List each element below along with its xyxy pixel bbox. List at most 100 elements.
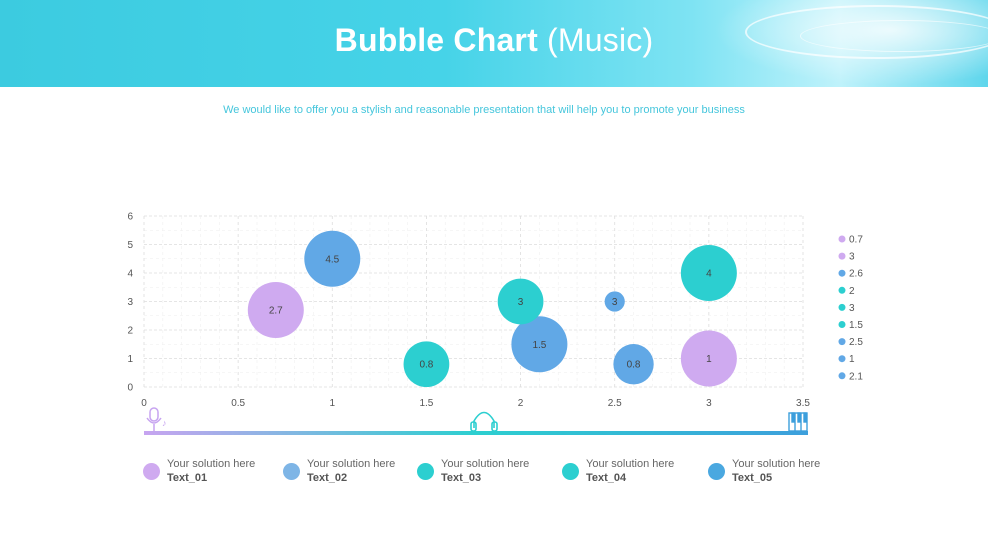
footer-item-line2: Text_02 xyxy=(307,472,348,484)
bubble: 1.5 xyxy=(511,316,568,373)
bubble-label: 0.8 xyxy=(627,360,641,371)
x-tick-label: 3.5 xyxy=(796,398,810,409)
legend-label: 2.6 xyxy=(849,269,863,280)
legend-marker xyxy=(838,252,846,260)
legend-label: 1 xyxy=(849,354,855,365)
bubble-label: 4 xyxy=(706,269,712,280)
bubble-circle xyxy=(304,230,361,287)
banner-ring xyxy=(745,5,988,59)
footer-item-line1: Your solution here xyxy=(586,458,675,470)
chart-legend: 0.7 3 2.6 2 3 1.5 2.5 1 2.1 xyxy=(838,235,863,382)
footer-dot xyxy=(417,463,434,480)
y-axis-ticks: 0 1 2 3 4 5 6 xyxy=(127,212,133,394)
legend-label: 2 xyxy=(849,286,855,297)
footer-items: Your solution here Text_01 Your solution… xyxy=(0,458,988,498)
legend-label: 2.5 xyxy=(849,337,863,348)
legend-marker xyxy=(838,321,846,328)
svg-text:♪: ♪ xyxy=(162,418,167,428)
header-banner xyxy=(0,0,988,87)
bubble-circle xyxy=(604,291,625,312)
legend-item: 1 xyxy=(838,354,855,365)
bubble: 1 xyxy=(680,330,737,387)
footer-item-line2: Text_03 xyxy=(441,472,482,484)
x-tick-label: 2.5 xyxy=(608,398,622,409)
y-tick-label: 6 xyxy=(127,212,133,223)
title-light: (Music) xyxy=(547,22,654,58)
title-bold: Bubble Chart xyxy=(334,22,538,58)
x-axis-ticks: 0 0.5 1 1.5 2 2.5 3 3.5 xyxy=(141,398,810,409)
y-tick-label: 3 xyxy=(127,297,133,308)
bubbles: 2.7 1 4.5 1.5 0.8 3 0.8 3 4 xyxy=(247,230,737,388)
bubble-label: 1 xyxy=(706,354,712,365)
x-tick-label: 2 xyxy=(518,398,524,409)
legend-item: 2 xyxy=(838,286,855,297)
footer-dot xyxy=(283,463,300,480)
footer-item-line1: Your solution here xyxy=(307,458,396,470)
footer-item-line1: Your solution here xyxy=(441,458,530,470)
headphones-icon xyxy=(470,411,498,432)
bubble: 0.8 xyxy=(403,341,450,388)
bubble-label: 3 xyxy=(612,297,618,308)
legend-marker xyxy=(838,286,846,294)
x-tick-label: 1.5 xyxy=(419,398,433,409)
bubble: 0.8 xyxy=(613,344,654,385)
y-tick-label: 0 xyxy=(127,383,133,394)
legend-label: 3 xyxy=(849,252,855,263)
legend-label: 0.7 xyxy=(849,235,863,246)
legend-item: 1.5 xyxy=(838,320,863,331)
bubble-circle xyxy=(511,316,568,373)
y-tick-label: 4 xyxy=(127,269,133,280)
page-title: Bubble Chart (Music) xyxy=(0,22,988,59)
bubble: 3 xyxy=(497,278,544,325)
bubble-label: 0.8 xyxy=(419,360,433,371)
legend-label: 1.5 xyxy=(849,320,863,331)
bubble-label: 4.5 xyxy=(325,254,339,265)
bubble-label: 2.7 xyxy=(269,306,283,317)
legend-marker xyxy=(838,269,846,277)
footer-dot xyxy=(143,463,160,480)
legend-item: 3 xyxy=(838,252,855,263)
legend-marker xyxy=(838,355,846,363)
legend-item: 2.1 xyxy=(838,371,863,382)
legend-marker xyxy=(838,235,846,243)
x-tick-label: 0 xyxy=(141,398,147,409)
footer-item-line2: Text_05 xyxy=(732,472,773,484)
bubble-circle xyxy=(403,341,450,388)
bubble-circle xyxy=(247,282,304,339)
x-tick-label: 3 xyxy=(706,398,712,409)
footer-item-line1: Your solution here xyxy=(167,458,256,470)
x-axis-bar xyxy=(144,431,808,435)
footer-dot xyxy=(708,463,725,480)
legend-item: 3 xyxy=(838,303,855,314)
bubble-circle xyxy=(497,278,544,325)
bubble-circle xyxy=(680,330,737,387)
bubble: 3 xyxy=(604,291,625,312)
legend-item: 2.6 xyxy=(838,269,863,280)
subtitle: We would like to offer you a stylish and… xyxy=(223,104,745,116)
bubble-label: 1.5 xyxy=(532,340,546,351)
bubble: 4.5 xyxy=(304,230,361,287)
legend-item: 0.7 xyxy=(838,235,863,246)
legend-marker xyxy=(838,303,846,311)
x-tick-label: 1 xyxy=(330,398,336,409)
y-tick-label: 1 xyxy=(127,354,133,365)
bubble-circle xyxy=(680,245,737,301)
bubble: 2.7 xyxy=(247,282,304,339)
legend-label: 2.1 xyxy=(849,371,863,382)
legend-item: 2.5 xyxy=(838,337,863,348)
x-tick-label: 0.5 xyxy=(231,398,245,409)
footer-item-line1: Your solution here xyxy=(732,458,821,470)
y-tick-label: 2 xyxy=(127,326,133,337)
banner-ring-inner xyxy=(800,20,988,52)
legend-label: 3 xyxy=(849,303,855,314)
footer-dot xyxy=(562,463,579,480)
legend-marker xyxy=(838,372,846,380)
legend-marker xyxy=(838,338,846,346)
bubble: 4 xyxy=(680,245,737,301)
microphone-icon: ♪ xyxy=(146,407,167,431)
piano-keys-icon xyxy=(788,412,808,432)
footer-item-line2: Text_04 xyxy=(586,472,627,484)
bubble-label: 3 xyxy=(518,297,524,308)
bubble-circle xyxy=(613,344,654,385)
